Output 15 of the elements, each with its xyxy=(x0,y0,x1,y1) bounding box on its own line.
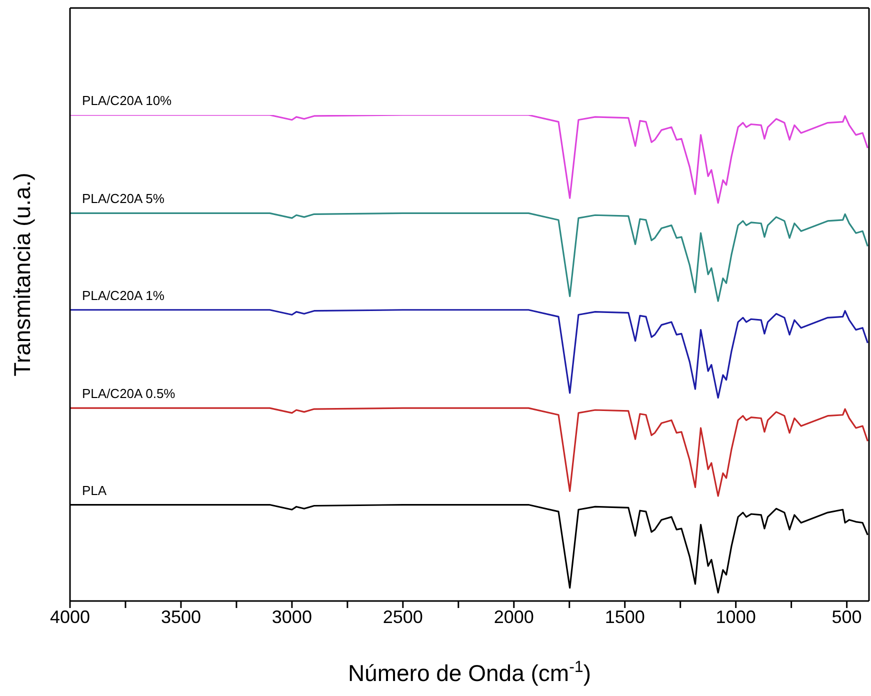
y-axis-title: Transmitancia (u.a.) xyxy=(9,172,35,376)
x-tick-label: 2000 xyxy=(494,606,534,627)
series-label: PLA/C20A 5% xyxy=(82,191,165,206)
series-label: PLA xyxy=(82,482,107,498)
x-tick-label: 4000 xyxy=(50,606,90,627)
series-label: PLA/C20A 0.5% xyxy=(82,386,176,402)
x-tick-label: 500 xyxy=(832,606,862,627)
x-tick-label: 1000 xyxy=(716,606,756,627)
x-tick-label: 3500 xyxy=(160,606,201,627)
x-axis-title: Número de Onda (cm$^{-1}$) xyxy=(348,658,592,686)
series-label: PLA/C20A 10% xyxy=(82,93,172,108)
x-tick-label: 3000 xyxy=(272,606,312,627)
x-tick-label: 1500 xyxy=(604,606,645,627)
x-tick-label: 2500 xyxy=(382,606,423,627)
series-label: PLA/C20A 1% xyxy=(82,288,165,303)
